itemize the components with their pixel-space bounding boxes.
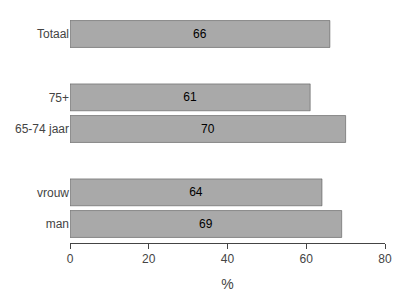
svg-text:Totaal: Totaal bbox=[37, 27, 69, 41]
svg-text:60: 60 bbox=[300, 252, 314, 266]
svg-text:20: 20 bbox=[142, 252, 156, 266]
svg-text:man: man bbox=[46, 217, 69, 231]
svg-text:80: 80 bbox=[378, 252, 392, 266]
svg-text:0: 0 bbox=[67, 252, 74, 266]
svg-text:%: % bbox=[221, 276, 233, 292]
svg-text:vrouw: vrouw bbox=[37, 186, 69, 200]
svg-text:61: 61 bbox=[183, 90, 197, 104]
svg-text:64: 64 bbox=[189, 185, 203, 199]
svg-text:75+: 75+ bbox=[49, 91, 69, 105]
svg-text:40: 40 bbox=[221, 252, 235, 266]
svg-text:69: 69 bbox=[199, 217, 213, 231]
svg-text:66: 66 bbox=[193, 27, 207, 41]
svg-text:65-74 jaar: 65-74 jaar bbox=[15, 122, 69, 136]
svg-text:70: 70 bbox=[201, 122, 215, 136]
